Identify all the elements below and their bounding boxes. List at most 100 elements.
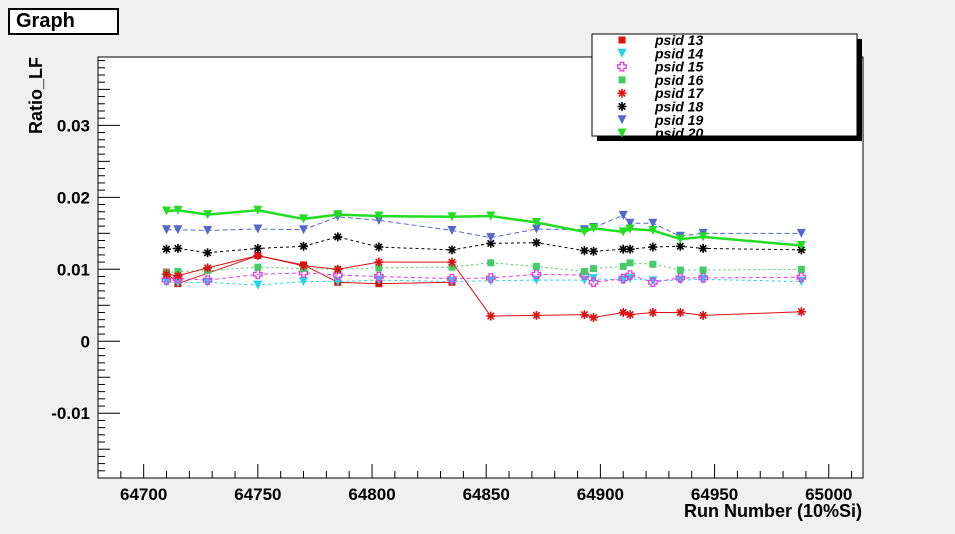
x-tick-label: 64700 (120, 485, 167, 504)
data-point-psid-20 (253, 205, 263, 215)
data-point-psid-16 (626, 259, 634, 267)
data-point-psid-16 (580, 267, 588, 275)
data-point-psid-16 (254, 263, 262, 271)
legend-label: psid 15 (654, 59, 703, 75)
data-point-psid-14 (299, 277, 309, 287)
series-line-psid-18 (166, 236, 802, 254)
y-axis: -0.01 0 0.01 0.02 0.03 (51, 60, 120, 479)
series-layer (161, 205, 807, 323)
legend-marker (618, 76, 626, 84)
data-point-psid-19 (447, 225, 457, 235)
data-point-psid-14 (698, 274, 708, 284)
data-point-psid-17 (675, 307, 685, 317)
data-point-psid-17 (579, 310, 589, 320)
data-point-psid-19 (648, 218, 658, 228)
data-point-psid-18 (648, 242, 658, 252)
data-point-psid-16 (448, 263, 456, 271)
data-point-psid-14 (486, 276, 496, 286)
data-point-psid-17 (698, 310, 708, 320)
data-point-psid-18 (531, 238, 541, 248)
data-point-psid-18 (447, 245, 457, 255)
data-point-psid-19 (796, 228, 806, 238)
data-point-psid-18 (486, 238, 496, 248)
legend-label: psid 13 (654, 32, 703, 48)
data-point-psid-20 (698, 232, 708, 242)
y-tick-label: 0.03 (57, 116, 90, 135)
data-point-psid-20 (579, 227, 589, 237)
data-point-psid-16 (797, 265, 805, 273)
data-point-psid-18 (162, 244, 172, 254)
data-point-psid-16 (649, 260, 657, 268)
data-point-psid-18 (589, 246, 599, 256)
series-line-psid-19 (166, 214, 802, 239)
data-point-psid-17 (374, 257, 384, 267)
data-point-psid-15 (253, 269, 263, 280)
series-line-psid-17 (166, 255, 802, 319)
data-point-psid-19 (625, 218, 635, 228)
data-point-psid-15 (796, 272, 807, 283)
legend-marker (618, 36, 626, 44)
data-point-psid-19 (253, 224, 263, 234)
data-point-psid-19 (486, 233, 496, 243)
data-point-psid-20 (173, 205, 183, 215)
data-point-psid-17 (447, 257, 457, 267)
legend-marker (617, 48, 627, 58)
data-point-psid-15 (161, 275, 172, 285)
legend-label: psid 20 (654, 125, 703, 141)
data-point-psid-15 (675, 273, 686, 283)
data-point-psid-20 (531, 218, 541, 228)
data-point-psid-19 (162, 225, 172, 235)
data-point-psid-16 (532, 262, 540, 270)
y-tick-label: -0.01 (51, 404, 90, 423)
data-point-psid-15 (625, 270, 635, 280)
data-point-psid-20 (796, 241, 806, 251)
legend-box (591, 33, 858, 137)
legend-label: psid 18 (654, 99, 703, 115)
canvas-title: Graph (8, 8, 119, 35)
data-point-psid-20 (618, 227, 628, 237)
x-tick-label: 64800 (348, 485, 395, 504)
data-point-psid-15 (202, 275, 213, 285)
y-tick-label: 0.01 (57, 260, 90, 279)
data-point-psid-15 (588, 277, 599, 288)
data-point-psid-18 (173, 243, 183, 253)
data-point-psid-15 (531, 269, 542, 280)
x-tick-label: 64850 (463, 485, 510, 504)
data-point-psid-19 (299, 225, 309, 235)
data-point-psid-17 (618, 307, 628, 317)
data-point-psid-17 (625, 310, 635, 320)
data-point-psid-18 (333, 232, 343, 242)
data-point-psid-17 (253, 251, 263, 261)
data-point-psid-17 (531, 310, 541, 320)
data-point-psid-20 (625, 224, 635, 234)
data-point-psid-17 (486, 311, 496, 321)
x-axis-label: Run Number (10%Si) (684, 501, 862, 521)
data-point-psid-20 (447, 212, 457, 222)
x-tick-label: 65000 (805, 485, 852, 504)
legend-marker (617, 115, 627, 125)
data-point-psid-17 (333, 264, 343, 274)
data-point-psid-18 (374, 242, 384, 252)
data-point-psid-17 (796, 307, 806, 317)
data-point-psid-16 (619, 262, 627, 270)
data-point-psid-16 (676, 266, 684, 274)
data-point-psid-14 (253, 280, 263, 290)
data-point-psid-16 (699, 266, 707, 274)
data-point-psid-15 (332, 270, 343, 280)
x-tick-label: 64900 (577, 485, 624, 504)
data-point-psid-20 (162, 206, 172, 216)
data-point-psid-18 (253, 243, 263, 253)
data-point-psid-18 (203, 248, 213, 258)
data-point-psid-20 (648, 225, 658, 235)
y-tick-label: 0.02 (57, 188, 90, 207)
data-point-psid-15 (618, 273, 629, 284)
data-point-psid-14 (447, 277, 457, 287)
data-point-psid-17 (162, 269, 172, 279)
data-point-psid-16 (375, 264, 383, 272)
data-point-psid-17 (648, 307, 658, 317)
data-point-psid-20 (203, 210, 213, 220)
legend-label: psid 14 (654, 45, 703, 61)
data-point-psid-15 (485, 273, 496, 283)
